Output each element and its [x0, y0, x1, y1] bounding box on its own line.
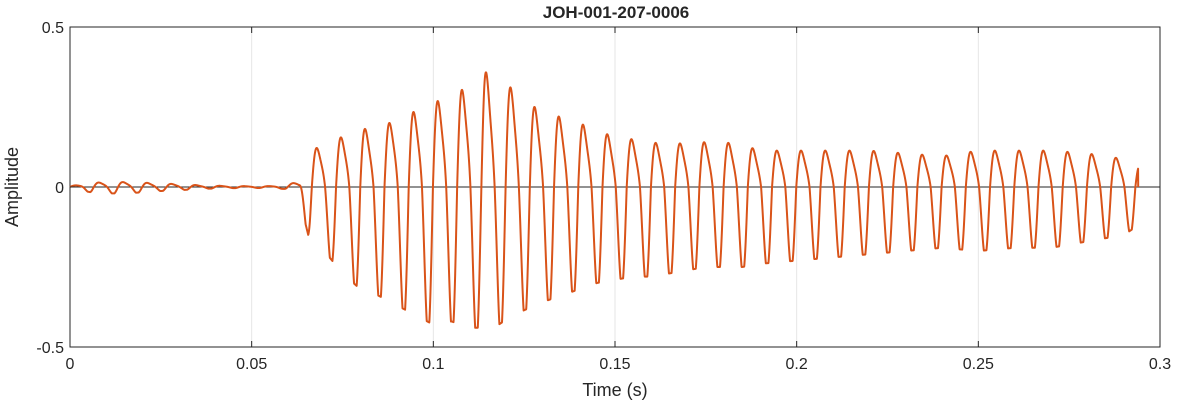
- x-tick-label: 0.15: [599, 356, 630, 373]
- x-tick-label: 0.2: [786, 356, 808, 373]
- y-tick-label: 0.5: [42, 20, 64, 37]
- x-tick-label: 0.3: [1149, 356, 1171, 373]
- x-tick-label: 0.05: [236, 356, 267, 373]
- x-tick-label: 0.1: [422, 356, 444, 373]
- y-axis-ticks: -0.5 0 0.5: [36, 20, 1160, 357]
- y-tick-label: -0.5: [36, 340, 64, 357]
- x-axis-label: Time (s): [582, 380, 647, 400]
- y-tick-label: 0: [55, 180, 64, 197]
- y-axis-label: Amplitude: [2, 147, 22, 227]
- x-tick-label: 0: [66, 356, 75, 373]
- x-tick-label: 0.25: [963, 356, 994, 373]
- chart-title: JOH-001-207-0006: [543, 3, 689, 22]
- series-layer: [69, 71, 1140, 329]
- x-axis-ticks: 0 0.05 0.1 0.15 0.2 0.25 0.3: [66, 27, 1171, 373]
- waveform-series-line: [69, 71, 1140, 329]
